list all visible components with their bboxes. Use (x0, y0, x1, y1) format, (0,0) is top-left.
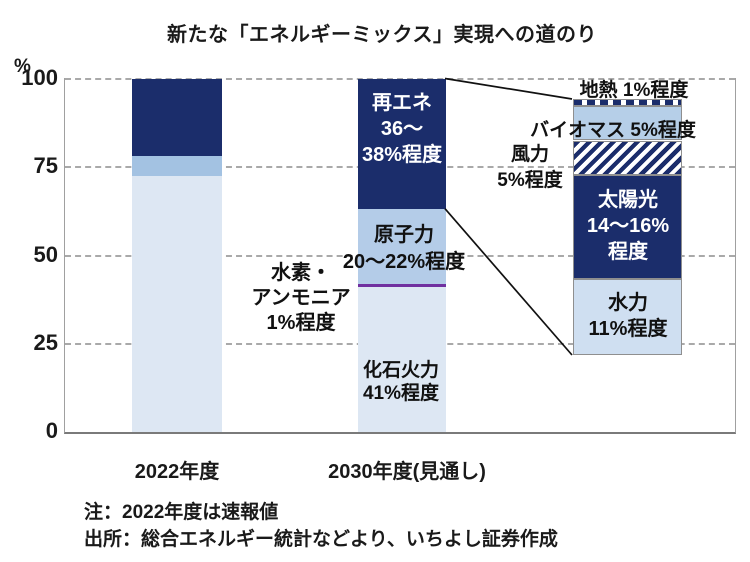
renewable-breakdown-segment-biomass (572, 105, 682, 141)
geothermal-segment-label: 地熱 1%程度 (579, 80, 689, 101)
solar-segment-label: 太陽光 14〜16% 程度 (586, 189, 670, 263)
source-line: 出所：総合エネルギー統計などより、いちよし証券作成 (84, 529, 558, 550)
fy2030-segment-fossil (357, 287, 446, 432)
y-tick-50: 50 (33, 242, 58, 267)
fy2022-segment-fossil (131, 175, 222, 432)
fossil-segment-label: 化石火力 41%程度 (362, 360, 440, 404)
x-label-fy2022: 2022年度 (134, 461, 220, 483)
x-label-fy2030: 2030年度(見通し) (328, 461, 486, 483)
y-axis-unit-label: % (14, 56, 31, 77)
fy2022-segment-nuclear (131, 156, 222, 176)
biomass-segment-label: バイオマス 5%程度 (530, 120, 696, 141)
fy2022-segment-renewable (131, 78, 222, 157)
renewable-breakdown-segment-solar (572, 175, 682, 279)
footnotes: 注：2022年度は速報値 出所：総合エネルギー統計などより、いちよし証券作成 (84, 499, 558, 553)
y-tick-0: 0 (45, 418, 58, 443)
chart-title: 新たな「エネルギーミックス」実現への道のり (167, 24, 597, 46)
fy2030-segment-hydrogen-ammonia (357, 283, 446, 288)
wind-segment-label: 風力 5%程度 (497, 144, 563, 191)
renewable-breakdown-segment-wind (572, 140, 682, 176)
fy2030-segment-nuclear (357, 209, 446, 284)
plot-area (64, 78, 736, 434)
renewable-breakdown-segment-geothermal (572, 98, 682, 106)
fy2030-segment-renewable (357, 78, 446, 210)
note-line: 注：2022年度は速報値 (84, 502, 279, 523)
hydro-segment-label: 水力 11%程度 (588, 292, 668, 340)
renewable-segment-label: 再エネ 36〜 38%程度 (361, 92, 443, 166)
y-tick-100: 100 (21, 65, 58, 90)
hydrogen-ammonia-label: 水素・ アンモニア 1%程度 (251, 262, 351, 334)
y-tick-25: 25 (33, 330, 58, 355)
renewable-breakdown-segment-hydro (572, 278, 682, 355)
nuclear-segment-label: 原子力 20〜22%程度 (342, 224, 466, 273)
y-tick-75: 75 (33, 153, 58, 178)
